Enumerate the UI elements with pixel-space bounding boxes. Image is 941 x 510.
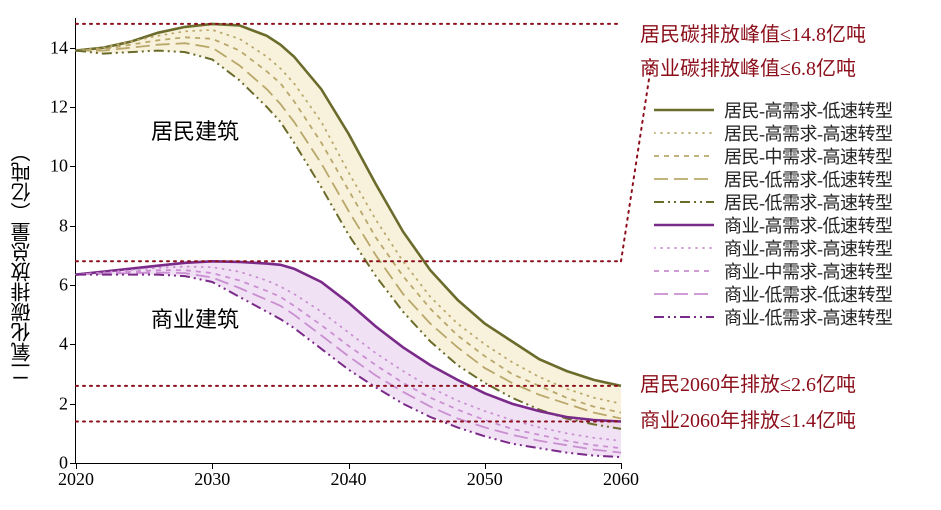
legend-swatch — [654, 219, 714, 231]
annotation-0: 居民碳排放峰值≤14.8亿吨 — [640, 18, 866, 47]
emissions-chart-page: { "chart": { "type": "line", "canvas": {… — [0, 0, 941, 510]
legend-item: 居民-低需求-低速转型 — [654, 167, 893, 190]
legend-item: 居民-高需求-高速转型 — [654, 121, 893, 144]
legend-swatch — [654, 173, 714, 185]
legend-item: 商业-高需求-高速转型 — [654, 236, 893, 259]
legend-item: 商业-低需求-低速转型 — [654, 282, 893, 305]
plot-svg — [76, 18, 621, 463]
annotation-2: 居民2060年排放≤2.6亿吨 — [640, 368, 856, 397]
legend-swatch — [654, 104, 714, 116]
legend-item: 商业-低需求-高速转型 — [654, 305, 893, 328]
annotation-3: 商业2060年排放≤1.4亿吨 — [640, 404, 856, 433]
legend-swatch — [654, 127, 714, 139]
legend: 居民-高需求-低速转型居民-高需求-高速转型居民-中需求-高速转型居民-低需求-… — [654, 98, 893, 328]
chart-internal-label: 居民建筑 — [151, 114, 239, 146]
legend-item: 商业-中需求-高速转型 — [654, 259, 893, 282]
plot-area: 0246810121420202030204020502060居民建筑商业建筑 — [75, 18, 621, 464]
annotation-1: 商业碳排放峰值≤6.8亿吨 — [640, 52, 856, 81]
chart-internal-label: 商业建筑 — [151, 302, 239, 334]
legend-item: 居民-高需求-低速转型 — [654, 98, 893, 121]
y-axis-label: 二氧化碳排放总量（亿吨） — [8, 98, 37, 427]
legend-label: 商业-低需求-高速转型 — [724, 304, 893, 330]
legend-item: 居民-中需求-高速转型 — [654, 144, 893, 167]
legend-swatch — [654, 150, 714, 162]
legend-item: 居民-低需求-高速转型 — [654, 190, 893, 213]
legend-swatch — [654, 265, 714, 277]
legend-swatch — [654, 288, 714, 300]
legend-swatch — [654, 311, 714, 323]
legend-item: 商业-高需求-低速转型 — [654, 213, 893, 236]
legend-swatch — [654, 242, 714, 254]
legend-swatch — [654, 196, 714, 208]
